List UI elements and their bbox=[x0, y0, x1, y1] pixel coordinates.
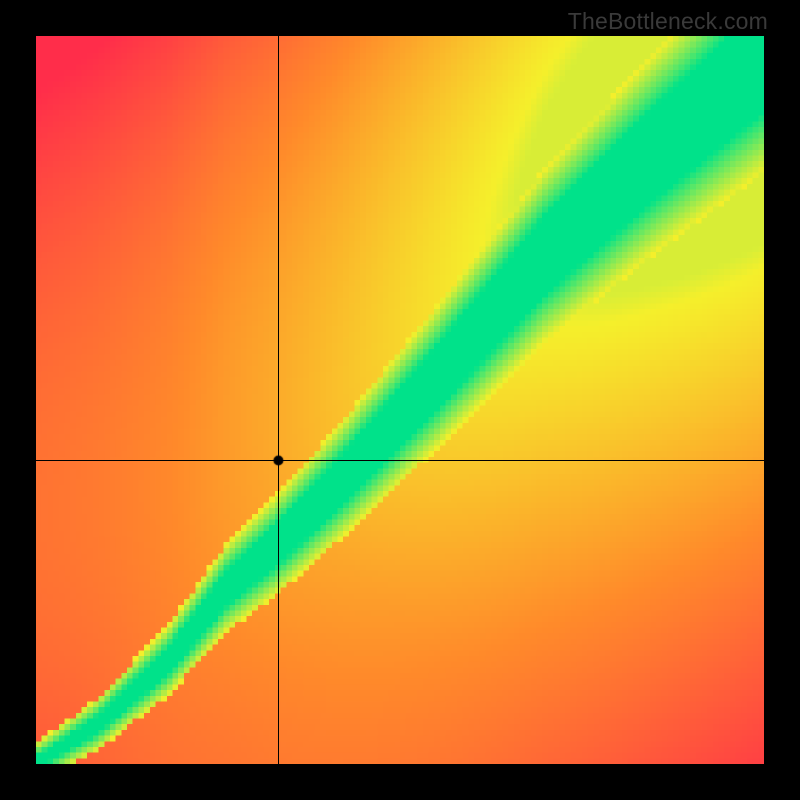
bottleneck-heatmap: TheBottleneck.com bbox=[0, 0, 800, 800]
watermark-text: TheBottleneck.com bbox=[568, 8, 768, 35]
marker-dot bbox=[36, 36, 764, 764]
